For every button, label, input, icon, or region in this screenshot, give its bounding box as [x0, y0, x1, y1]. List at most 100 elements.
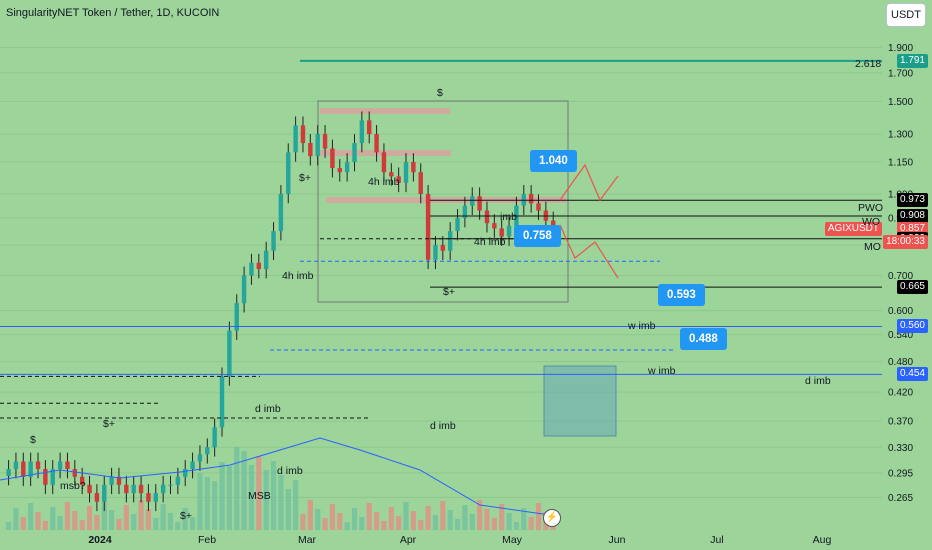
- volume-bar: [454, 519, 461, 530]
- candle-body: [87, 484, 92, 494]
- candle-body: [278, 193, 284, 232]
- candle-body: [470, 196, 475, 206]
- volume-bar: [447, 510, 453, 530]
- volume-bar: [42, 521, 48, 530]
- volume-bar: [535, 503, 542, 530]
- volume-bar: [28, 503, 34, 530]
- candle-body: [6, 469, 11, 476]
- candle-body: [249, 262, 254, 276]
- candle-body: [477, 196, 482, 211]
- volume-bar: [491, 518, 497, 530]
- candle-body: [256, 262, 262, 270]
- candle-body: [484, 210, 490, 224]
- volume-bar: [190, 517, 196, 530]
- volume-bar: [57, 516, 63, 530]
- candle-body: [79, 476, 85, 485]
- h4-imb-upper: 4h imb: [368, 176, 400, 188]
- volume-bar: [513, 522, 519, 530]
- range-box: [317, 100, 569, 303]
- imb-mid: imb: [500, 211, 517, 223]
- candle-body: [315, 134, 320, 157]
- volume-bar: [300, 514, 306, 530]
- volume-bar: [285, 489, 291, 530]
- candle-body: [168, 484, 173, 486]
- candle-body: [219, 376, 225, 428]
- candle-body: [190, 461, 195, 470]
- replay-icon[interactable]: ⚡: [543, 509, 561, 527]
- candle-body: [263, 250, 269, 270]
- candles-layer: [6, 111, 556, 512]
- volume-bar: [101, 501, 107, 530]
- candle-body: [337, 168, 342, 173]
- y-tick-label: 1.900: [888, 43, 913, 54]
- candle-body: [146, 493, 151, 502]
- candle-body: [131, 484, 136, 494]
- volume-bar: [469, 514, 475, 530]
- candle-body: [374, 134, 379, 153]
- w-imb-2: w imb: [648, 365, 676, 377]
- volume-bar: [145, 509, 151, 530]
- volume-bar: [506, 513, 512, 530]
- candle-body: [116, 476, 122, 485]
- volume-bar: [337, 513, 343, 530]
- volume-bar: [322, 518, 328, 530]
- candle-body: [536, 203, 541, 211]
- candle-body: [411, 162, 416, 173]
- volume-bar: [72, 511, 78, 530]
- volume-bar: [50, 507, 56, 530]
- candle-body: [109, 476, 114, 485]
- demand-zone: [543, 365, 617, 437]
- volume-bar: [123, 505, 129, 530]
- volume-bar: [212, 481, 218, 530]
- candle-body: [440, 244, 446, 251]
- dollar-top: $: [437, 87, 443, 99]
- y-tick-label: 0.330: [888, 443, 913, 454]
- currency-button[interactable]: USDT: [886, 3, 926, 27]
- candle-body: [43, 469, 48, 485]
- volume-bar: [197, 473, 203, 530]
- candle-body: [528, 193, 534, 204]
- candle-body: [499, 228, 504, 237]
- countdown: 18:00:33: [883, 235, 928, 249]
- volume-bar: [153, 518, 159, 530]
- y-tick-label: 0.420: [888, 388, 913, 399]
- candle-body: [28, 461, 33, 477]
- candle-body: [160, 484, 166, 494]
- h4-imb-left: 4h imb: [282, 270, 314, 282]
- y-tick-label: 1.700: [888, 68, 913, 79]
- y-tick-label: 1.300: [888, 130, 913, 141]
- candle-body: [65, 461, 70, 470]
- projection-down: [559, 224, 619, 279]
- y-tick-label: 0.370: [888, 417, 913, 428]
- x-tick-label: Aug: [813, 534, 832, 546]
- candle-body: [300, 125, 306, 144]
- callout-1040[interactable]: 1.040: [530, 150, 577, 172]
- volume-bar: [521, 508, 527, 530]
- symbol-title: SingularityNET Token / Tether, 1D, KUCOI…: [6, 7, 220, 19]
- volume-bar: [131, 514, 137, 530]
- callout-0488[interactable]: 0.488: [680, 328, 727, 350]
- candle-body: [234, 303, 239, 331]
- volume-bar: [396, 516, 402, 530]
- callout-0593[interactable]: 0.593: [658, 284, 705, 306]
- volume-bar: [418, 520, 424, 530]
- candle-body: [50, 469, 55, 485]
- candle-body: [403, 162, 409, 183]
- candle-body: [359, 120, 365, 144]
- projection-up: [559, 163, 619, 202]
- volume-bar: [462, 505, 468, 530]
- candle-body: [308, 143, 313, 157]
- volume-bar: [528, 517, 534, 530]
- volume-bar: [6, 522, 12, 530]
- tag-0560: 0.560: [896, 319, 928, 334]
- candle-body: [344, 162, 350, 173]
- candle-body: [330, 148, 335, 169]
- callout-0758[interactable]: 0.758: [514, 225, 561, 247]
- time-axis: 2024 Feb Mar Apr May Jun Jul Aug: [88, 534, 831, 546]
- x-tick-label: Jul: [710, 534, 723, 546]
- volume-bar: [94, 515, 100, 530]
- candle-body: [271, 231, 276, 251]
- volume-bar: [351, 508, 358, 530]
